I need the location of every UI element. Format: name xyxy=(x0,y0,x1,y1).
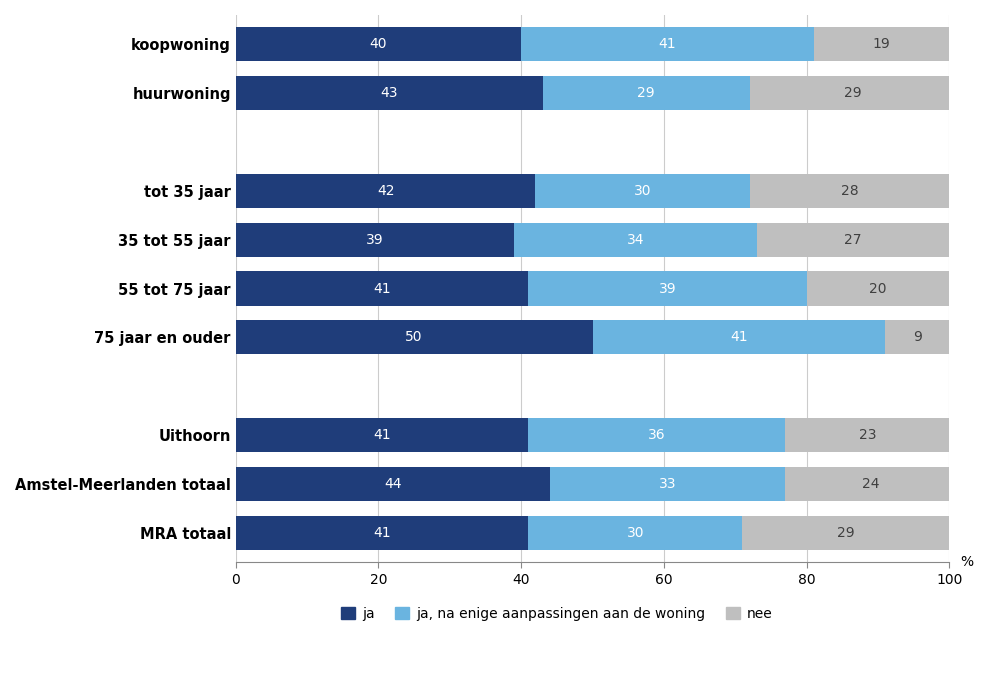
Bar xyxy=(750,174,949,208)
Bar xyxy=(235,174,535,208)
Text: 20: 20 xyxy=(869,282,887,295)
Bar xyxy=(235,223,514,257)
Text: 9: 9 xyxy=(913,330,922,344)
Bar xyxy=(235,418,528,452)
Legend: ja, ja, na enige aanpassingen aan de woning, nee: ja, ja, na enige aanpassingen aan de won… xyxy=(335,601,778,627)
Text: 30: 30 xyxy=(627,526,644,540)
Bar xyxy=(235,27,521,61)
Bar xyxy=(528,271,807,306)
Bar xyxy=(528,418,785,452)
Text: 39: 39 xyxy=(366,233,384,247)
Bar xyxy=(235,467,550,501)
Bar xyxy=(235,320,592,354)
Bar xyxy=(750,76,956,110)
Text: 41: 41 xyxy=(373,282,391,295)
Bar xyxy=(785,418,949,452)
Text: 28: 28 xyxy=(841,184,858,198)
Text: %: % xyxy=(960,555,973,569)
Text: 41: 41 xyxy=(659,37,676,52)
Text: 33: 33 xyxy=(659,477,676,491)
Bar xyxy=(521,27,814,61)
Bar xyxy=(592,320,885,354)
Text: 19: 19 xyxy=(872,37,890,52)
Text: 24: 24 xyxy=(862,477,879,491)
Bar xyxy=(235,516,528,550)
Bar xyxy=(743,516,949,550)
Text: 41: 41 xyxy=(373,526,391,540)
Bar xyxy=(235,271,528,306)
Bar xyxy=(814,27,949,61)
Text: 36: 36 xyxy=(648,428,666,442)
Text: 43: 43 xyxy=(381,86,398,100)
Text: 41: 41 xyxy=(730,330,748,344)
Text: 39: 39 xyxy=(659,282,676,295)
Text: 29: 29 xyxy=(637,86,655,100)
Text: 34: 34 xyxy=(627,233,644,247)
Text: 29: 29 xyxy=(845,86,861,100)
Bar xyxy=(528,516,743,550)
Text: 50: 50 xyxy=(405,330,423,344)
Text: 40: 40 xyxy=(370,37,388,52)
Text: 27: 27 xyxy=(845,233,861,247)
Text: 44: 44 xyxy=(384,477,402,491)
Text: 41: 41 xyxy=(373,428,391,442)
Text: 30: 30 xyxy=(634,184,652,198)
Bar xyxy=(785,467,956,501)
Text: 29: 29 xyxy=(837,526,854,540)
Bar xyxy=(807,271,949,306)
Text: 23: 23 xyxy=(858,428,876,442)
Bar xyxy=(543,76,750,110)
Bar xyxy=(885,320,949,354)
Bar xyxy=(535,174,750,208)
Text: 42: 42 xyxy=(377,184,395,198)
Bar xyxy=(550,467,785,501)
Bar xyxy=(235,76,543,110)
Bar xyxy=(514,223,757,257)
Bar xyxy=(757,223,949,257)
